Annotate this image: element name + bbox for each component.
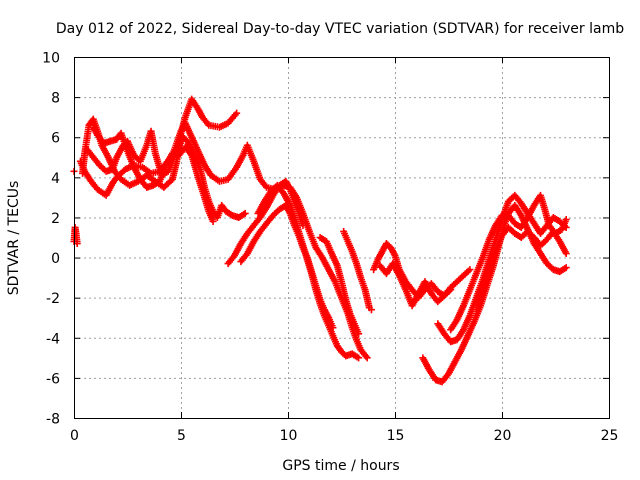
data-point bbox=[209, 217, 217, 225]
y-tick-label: -2 bbox=[46, 291, 60, 307]
data-point bbox=[363, 354, 371, 362]
data-point bbox=[562, 215, 570, 223]
series-track-p bbox=[472, 223, 570, 312]
series-track-i bbox=[316, 234, 363, 338]
data-point bbox=[466, 266, 474, 274]
y-tick-label: -4 bbox=[46, 331, 60, 347]
x-tick-label: 15 bbox=[387, 428, 405, 444]
y-tick-label: 8 bbox=[51, 91, 60, 107]
data-point bbox=[233, 109, 241, 117]
data-point bbox=[355, 354, 363, 362]
x-tick-label: 20 bbox=[494, 428, 512, 444]
x-tick-label: 5 bbox=[177, 428, 186, 444]
chart-title: Day 012 of 2022, Sidereal Day-to-day VTE… bbox=[56, 21, 624, 37]
data-point bbox=[299, 221, 307, 229]
x-tick-label: 10 bbox=[280, 428, 298, 444]
y-tick-label: 0 bbox=[51, 251, 60, 267]
data-point bbox=[562, 264, 570, 272]
plot-frame bbox=[74, 57, 610, 419]
y-tick-label: 6 bbox=[51, 131, 60, 147]
axis-ticks: 0 5 10 15 20 25 -8 -6 -4 -2 0 2 4 6 8 10 bbox=[42, 51, 618, 445]
data-point bbox=[562, 250, 570, 258]
series-track-l bbox=[376, 260, 455, 310]
series-track-q bbox=[70, 167, 375, 314]
y-tick-label: 10 bbox=[42, 51, 60, 67]
data-marks bbox=[70, 95, 570, 386]
x-tick-label: 0 bbox=[70, 428, 79, 444]
y-tick-label: -6 bbox=[46, 371, 60, 387]
data-point bbox=[241, 209, 249, 217]
y-tick-label: 2 bbox=[51, 211, 60, 227]
series-track-h bbox=[254, 181, 363, 362]
x-axis-title: GPS time / hours bbox=[282, 458, 399, 474]
series-track-a bbox=[70, 223, 81, 248]
data-point bbox=[367, 306, 375, 314]
data-point bbox=[355, 330, 363, 338]
data-point bbox=[447, 286, 455, 294]
x-tick-label: 25 bbox=[601, 428, 619, 444]
series-track-o bbox=[447, 191, 570, 334]
series-track-j bbox=[340, 227, 373, 312]
series-track-e bbox=[89, 123, 217, 225]
y-tick-label: -8 bbox=[46, 412, 60, 428]
y-tick-label: 4 bbox=[51, 171, 60, 187]
y-axis-title: SDTVAR / TECUs bbox=[6, 181, 22, 296]
